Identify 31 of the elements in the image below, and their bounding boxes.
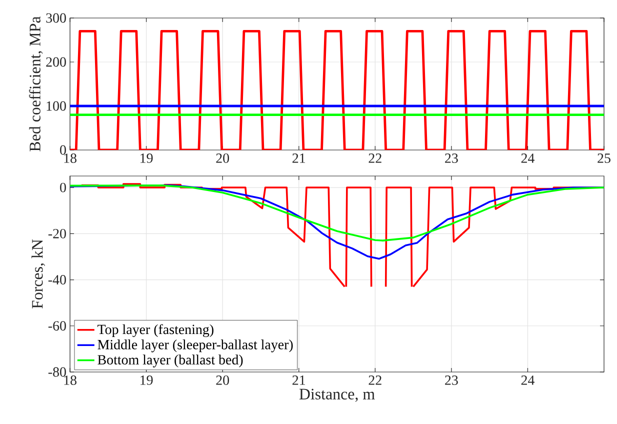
legend-label: Middle layer (sleeper-ballast layer) xyxy=(98,340,293,352)
y-tick-label: 300 xyxy=(46,13,66,23)
y-tick-label: -20 xyxy=(48,228,66,238)
x-tick-label: 24 xyxy=(521,154,534,163)
x-tick-label: 21 xyxy=(292,154,306,163)
x-tick-label: 19 xyxy=(140,376,153,385)
x-tick-label: 25 xyxy=(598,154,610,163)
y-tick-label: -40 xyxy=(48,275,66,284)
y-tick-label: 0 xyxy=(60,145,66,155)
y-tick-label: 100 xyxy=(46,101,66,111)
x-tick-label: 22 xyxy=(368,154,382,163)
x-tick-label: 18 xyxy=(64,154,76,163)
y-tick-label: -80 xyxy=(48,367,66,377)
x-tick-label: 23 xyxy=(445,376,458,385)
legend-label: Bottom layer (ballast bed) xyxy=(98,354,243,368)
y-tick-label: 200 xyxy=(46,57,66,67)
x-tick-label: 20 xyxy=(216,154,230,163)
x-tick-label: 19 xyxy=(140,154,153,163)
x-tick-label: 20 xyxy=(216,376,230,385)
y-tick-label: -60 xyxy=(48,321,66,331)
legend-label: Top layer (fastening) xyxy=(98,324,214,338)
y-axis-title: Bed coefficient, MPa xyxy=(29,16,43,152)
y-tick-label: 0 xyxy=(60,182,66,192)
x-tick-label: 22 xyxy=(368,376,382,385)
x-axis-title: Distance, m xyxy=(299,388,375,402)
x-tick-label: 21 xyxy=(292,376,306,385)
x-tick-label: 23 xyxy=(445,154,458,163)
y-axis-title: Forces, kN xyxy=(32,239,46,309)
x-tick-label: 18 xyxy=(64,376,76,385)
line-series xyxy=(70,184,604,242)
x-tick-label: 24 xyxy=(521,376,534,385)
